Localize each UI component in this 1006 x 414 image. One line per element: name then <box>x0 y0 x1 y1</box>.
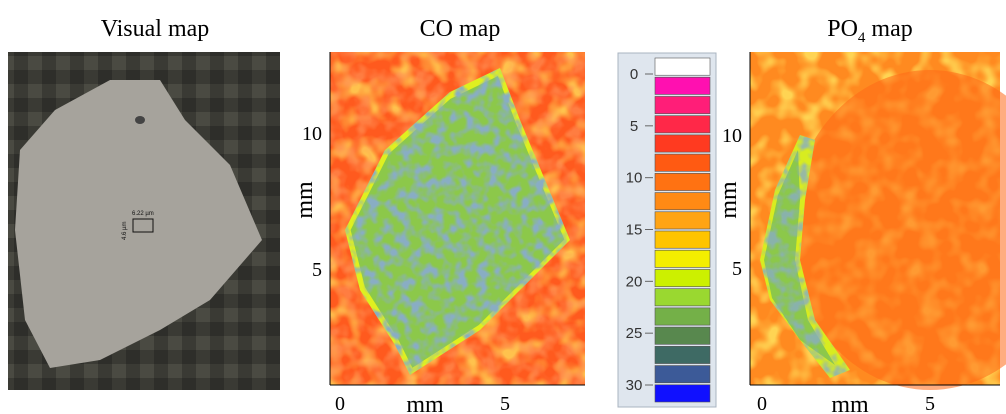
color-scale-label: 10 <box>626 170 643 187</box>
color-swatch <box>654 384 711 403</box>
y-tick-label: 5 <box>312 259 322 281</box>
panel-title: CO map <box>420 16 501 42</box>
x-axis-label: mm <box>406 392 444 414</box>
color-swatch <box>654 249 711 268</box>
color-scale-labels: 0 5 10 15 20 25 30 <box>626 66 653 394</box>
x-tick-label: 0 <box>335 393 345 414</box>
x-tick-label: 0 <box>757 393 767 414</box>
width-label: 6.22 µm <box>132 211 154 217</box>
color-scale-label: 20 <box>626 273 643 290</box>
color-swatch <box>654 115 711 134</box>
color-swatches <box>654 57 711 403</box>
color-swatch <box>654 192 711 211</box>
color-swatch <box>654 96 711 114</box>
heatmap-core <box>790 70 1006 390</box>
y-tick-label: 10 <box>302 123 322 145</box>
color-swatch <box>654 76 711 95</box>
panel-title: PO4 map <box>827 16 913 46</box>
title-text: PO <box>827 16 858 42</box>
color-swatch <box>654 269 711 287</box>
color-scale-label: 5 <box>630 118 638 135</box>
x-axis-label: mm <box>831 392 869 414</box>
color-swatch <box>654 346 711 364</box>
color-swatch <box>654 326 711 345</box>
color-swatch <box>654 365 711 384</box>
sample <box>15 80 262 368</box>
color-scale-label: 30 <box>626 377 643 394</box>
y-tick-label: 5 <box>732 258 742 280</box>
measurement-box <box>132 218 154 233</box>
title-subscript: 4 <box>858 30 866 46</box>
color-scale-label: 25 <box>626 325 643 342</box>
color-swatch <box>654 173 711 191</box>
color-swatch <box>654 230 711 249</box>
color-swatch <box>654 288 711 307</box>
color-swatch <box>654 57 711 76</box>
color-swatch <box>654 134 711 153</box>
color-scale-label: 0 <box>630 66 638 83</box>
x-tick-label: 5 <box>500 393 510 414</box>
y-tick-label: 10 <box>722 125 742 147</box>
color-scale-label: 15 <box>626 222 643 239</box>
height-label: 4.6 µm <box>122 222 128 240</box>
color-swatch <box>654 211 711 230</box>
color-swatch <box>654 307 711 326</box>
title-suffix: map <box>871 16 912 42</box>
color-swatch <box>654 153 711 172</box>
x-tick-label: 5 <box>925 393 935 414</box>
panel-title: Visual map <box>101 16 210 42</box>
spot <box>135 116 145 124</box>
y-axis-label: mm <box>292 181 318 219</box>
y-axis-label: mm <box>716 181 742 219</box>
